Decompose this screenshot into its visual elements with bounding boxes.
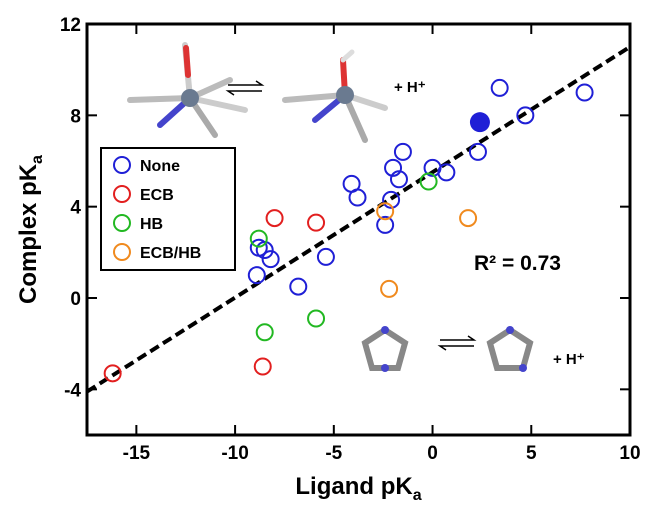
y-tick-label: 4 [70, 198, 81, 219]
data-point [308, 215, 324, 231]
proton-label: + H⁺ [394, 79, 426, 96]
highlight-point [470, 112, 490, 132]
y-tick-label: -4 [64, 380, 81, 401]
data-point [577, 85, 593, 101]
y-tick-label: 8 [70, 106, 81, 127]
y-tick-label: 0 [70, 289, 81, 310]
x-tick-label: 10 [619, 443, 640, 464]
x-axis-label-sub: a [413, 487, 422, 503]
legend-label: ECB [140, 187, 174, 204]
data-point [263, 251, 279, 267]
complex-molecule-left [130, 45, 245, 135]
data-point [290, 279, 306, 295]
data-point [255, 359, 271, 375]
complex-molecule-right [285, 52, 385, 140]
x-tick-label: -10 [221, 443, 248, 464]
data-point [381, 281, 397, 297]
data-point [318, 249, 334, 265]
data-point [421, 174, 437, 190]
data-point [350, 190, 366, 206]
imidazolium-molecule [365, 326, 405, 372]
data-point [460, 210, 476, 226]
data-point [470, 144, 486, 160]
data-point [492, 80, 508, 96]
proton-label: + H⁺ [553, 351, 585, 368]
y-axis-label-main: Complex pK [15, 163, 42, 304]
equilibrium-arrow [228, 81, 262, 95]
y-tick-label: 12 [60, 15, 81, 36]
y-axis-label-sub: a [29, 155, 46, 164]
x-tick-label: 0 [427, 443, 438, 464]
x-tick-label: 5 [526, 443, 537, 464]
imidazole-molecule [490, 326, 530, 372]
y-axis-label: Complex pKa [15, 155, 46, 304]
x-tick-label: -5 [325, 443, 342, 464]
data-point [395, 144, 411, 160]
data-point [249, 267, 265, 283]
legend-label: HB [140, 216, 163, 233]
x-axis-label: Ligand pKa [295, 473, 421, 503]
x-tick-label: -15 [123, 443, 151, 464]
chart: R² = 0.73 + H⁺ + H⁺ -15 -10 -5 0 5 10 -4 0 4 8 12 N… [0, 0, 651, 503]
data-point [438, 164, 454, 180]
data-point [257, 324, 273, 340]
legend-label: ECB/HB [140, 245, 201, 262]
r-squared: R² = 0.73 [474, 252, 561, 275]
legend: None ECB HB ECB/HB [101, 148, 235, 270]
data-point [267, 210, 283, 226]
data-point [308, 311, 324, 327]
x-axis-label-main: Ligand pK [295, 473, 413, 500]
equilibrium-arrow [440, 336, 474, 350]
legend-label: None [140, 158, 180, 175]
